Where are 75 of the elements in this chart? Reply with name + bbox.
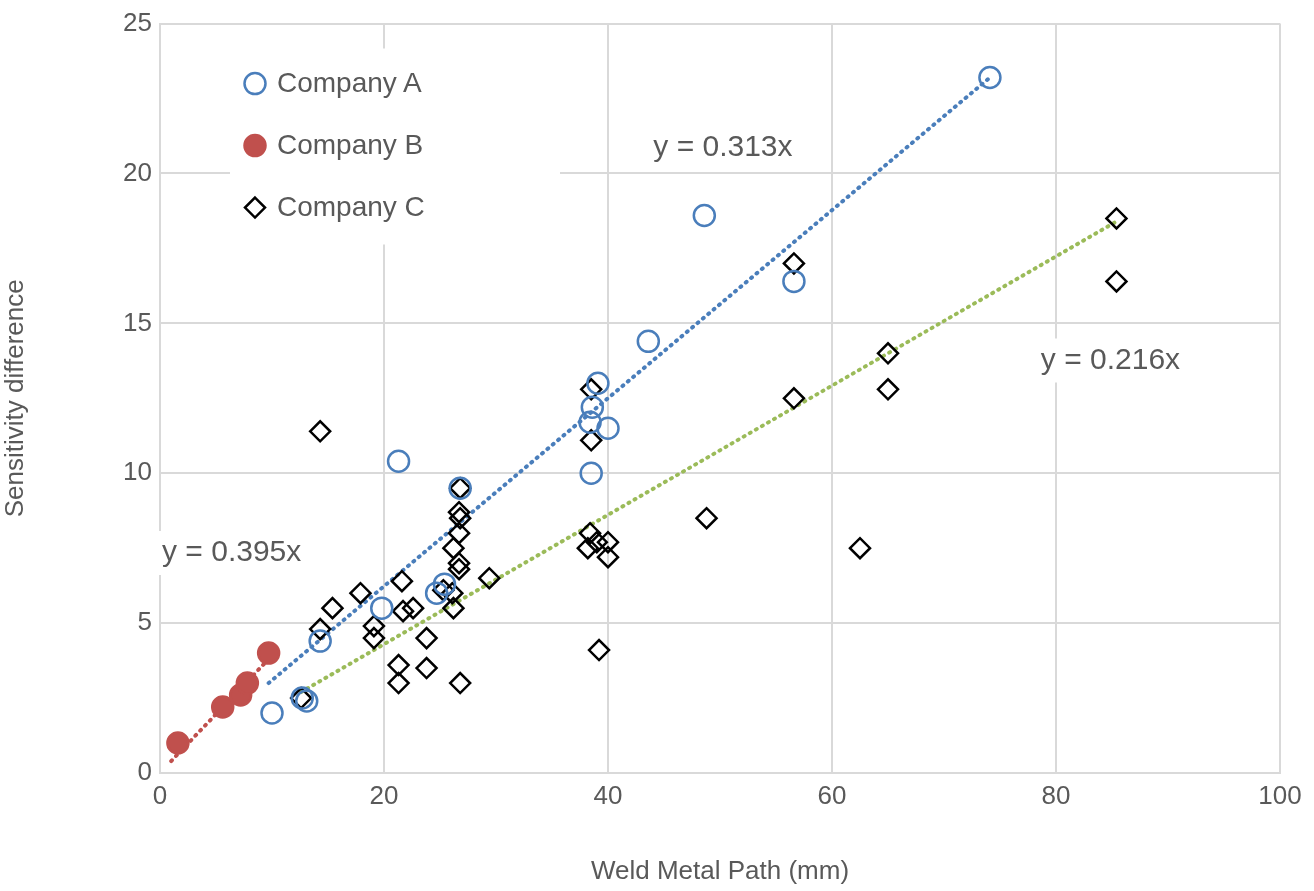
annotation: y = 0.313x (653, 128, 793, 162)
point (386, 449, 411, 473)
point (579, 461, 603, 485)
point (848, 536, 872, 560)
point (876, 342, 900, 365)
y-tick-label: 25 (123, 6, 152, 37)
point (596, 545, 620, 569)
x-tick-label: 20 (369, 779, 399, 810)
y-tick-label: 15 (123, 306, 152, 337)
point (294, 689, 319, 713)
y-tick-label: 5 (137, 606, 152, 637)
point (390, 569, 414, 593)
point (586, 371, 610, 396)
point (782, 269, 806, 294)
point (166, 731, 190, 755)
point (256, 641, 281, 665)
point (370, 596, 394, 620)
point (349, 581, 372, 605)
point (432, 572, 457, 596)
point (876, 378, 900, 401)
point (308, 617, 332, 641)
x-axis-title: Weld Metal Path (mm) (590, 854, 850, 885)
point (260, 701, 284, 725)
point (415, 626, 438, 650)
x-tick-label: 100 (1258, 779, 1302, 810)
point (321, 596, 344, 620)
y-tick-label: 20 (123, 156, 152, 187)
legend-label: Company C (277, 191, 425, 223)
point (692, 203, 717, 228)
point (596, 530, 620, 554)
point (695, 506, 718, 530)
annotation: y = 0.216x (1040, 341, 1181, 375)
y-tick-label: 0 (137, 756, 152, 787)
point (580, 395, 605, 420)
point (596, 416, 620, 441)
point (1105, 270, 1128, 293)
point (442, 596, 465, 620)
point (362, 614, 386, 638)
point (447, 551, 471, 575)
x-tick-label: 40 (593, 779, 623, 810)
x-tick-label: 60 (817, 779, 847, 810)
point (576, 536, 600, 560)
point (447, 557, 471, 581)
point (447, 521, 471, 545)
point (362, 626, 386, 650)
point (478, 566, 501, 590)
point (587, 638, 611, 662)
y-tick-label: 10 (123, 456, 152, 487)
point (636, 329, 661, 354)
annotation: y = 0.395x (162, 534, 302, 568)
point (210, 695, 235, 719)
point (387, 653, 410, 677)
legend-label: Company A (277, 67, 423, 99)
point (1105, 207, 1128, 230)
point (415, 656, 438, 680)
point (391, 599, 415, 623)
point (308, 629, 332, 653)
point (235, 671, 260, 695)
point (448, 506, 472, 530)
legend-label: Company B (277, 129, 424, 161)
point (579, 429, 603, 452)
point (387, 671, 410, 695)
point (578, 521, 602, 545)
x-tick-label: 80 (1041, 779, 1071, 810)
point (978, 65, 1002, 90)
y-axis-title: Sensitivity difference (0, 279, 29, 518)
point (424, 581, 449, 605)
point (401, 596, 425, 620)
point (442, 536, 465, 560)
point (447, 500, 471, 524)
point (448, 671, 472, 695)
point (308, 420, 332, 443)
point (578, 410, 602, 435)
point (782, 387, 806, 410)
point (585, 530, 609, 554)
